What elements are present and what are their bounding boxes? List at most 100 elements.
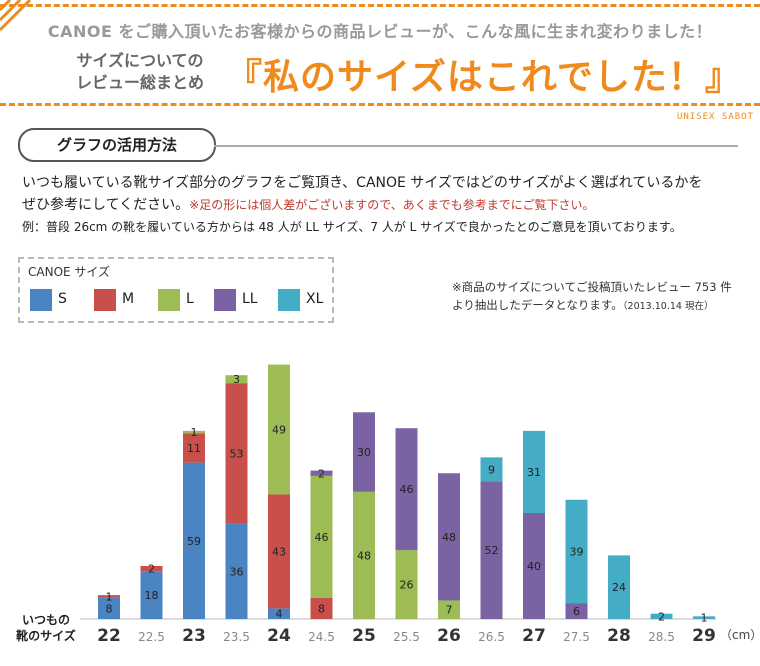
bar-23.5-s — [225, 523, 248, 619]
legend-swatch-xl — [278, 289, 300, 311]
example-text: 例：普段 26cm の靴を履いている方からは 48 人が LL サイズ、7 人が… — [22, 220, 682, 234]
bar-26-l — [438, 600, 460, 619]
heading-rule — [214, 145, 738, 147]
data-label-27.5-xl: 39 — [570, 545, 584, 558]
tick-label-24: 24 — [267, 626, 291, 646]
unit-label: （cm） — [720, 628, 760, 642]
source-line-1: ※商品のサイズについてご投稿頂いたレビュー 753 件 — [452, 280, 732, 294]
data-label-23-s: 59 — [187, 535, 201, 548]
source-line-2: より抽出したデータとなります。（2013.10.14 現在） — [452, 296, 732, 316]
bar-26-ll — [438, 473, 460, 601]
data-label-24.5-l: 46 — [315, 531, 329, 544]
bar-24.5-ll — [310, 470, 333, 476]
tick-label-22: 22 — [97, 626, 121, 646]
bar-24.5-l — [310, 475, 333, 598]
bar-23-s — [183, 462, 205, 619]
tick-label-23.5: 23.5 — [223, 630, 250, 644]
brand-label: UNISEX SABOT — [676, 112, 754, 122]
bar-26.5-xl — [480, 457, 503, 482]
tick-label-28: 28 — [607, 626, 631, 646]
catchphrase: 『私のサイズはこれでした！』 — [226, 57, 742, 98]
data-label-22-s: 8 — [106, 602, 113, 615]
guide-line-2-text: ぜひ参考にしてください。 — [22, 197, 190, 213]
guide-heading: グラフの活用方法 — [18, 128, 216, 162]
tick-label-22.5: 22.5 — [138, 630, 165, 644]
summary-line-2: レビュー総まとめ — [75, 73, 204, 92]
bar-22.5-m — [140, 566, 163, 572]
bar-22.5-s — [140, 571, 163, 619]
bar-23-m — [183, 433, 205, 463]
x-axis-caption: いつもの 靴のサイズ — [6, 612, 86, 644]
data-label-23-l: 1 — [191, 426, 198, 439]
bar-22-m — [98, 595, 120, 598]
tick-label-26.5: 26.5 — [478, 630, 505, 644]
legend-title: CANOE サイズ — [28, 265, 111, 279]
data-label-22.5-s: 18 — [145, 589, 159, 602]
bar-24-s — [268, 608, 290, 619]
data-label-29-xl: 1 — [701, 612, 708, 625]
bar-24-l — [268, 364, 290, 495]
bar-25.5-l — [395, 550, 418, 619]
legend-label-l: L — [186, 291, 194, 307]
data-label-26.5-xl: 9 — [488, 463, 495, 476]
data-label-22.5-m: 2 — [148, 563, 155, 576]
header-banner: CANOE をご購入頂いたお客様からの商品レビューが、こんな風に生まれ変わりまし… — [0, 0, 760, 120]
data-label-24.5-m: 8 — [318, 602, 325, 615]
data-label-26-ll: 48 — [442, 531, 456, 544]
stacked-bar-chart: 812218222.559111233653323.54434924846224… — [80, 364, 716, 646]
data-label-23-m: 11 — [187, 442, 201, 455]
data-label-24-l: 49 — [272, 424, 286, 437]
summary-label: サイズについての レビュー総まとめ — [60, 50, 220, 94]
legend-swatch-m — [94, 289, 116, 311]
tick-label-25.5: 25.5 — [393, 630, 420, 644]
legend-label-xl: XL — [306, 291, 324, 307]
data-label-27.5-ll: 6 — [573, 605, 580, 618]
legend-label-ll: LL — [242, 291, 258, 307]
data-label-22-m: 1 — [106, 590, 113, 603]
tick-label-28.5: 28.5 — [648, 630, 675, 644]
source-note: ※商品のサイズについてご投稿頂いたレビュー 753 件 より抽出したデータとなり… — [452, 278, 732, 316]
legend-label-m: M — [122, 291, 135, 307]
tick-label-29: 29 — [692, 626, 716, 646]
data-label-25.5-ll: 46 — [400, 483, 414, 496]
tick-label-26: 26 — [437, 626, 461, 646]
bottom-dashed-border — [0, 103, 760, 106]
data-label-27-ll: 40 — [527, 560, 541, 573]
guide-line-2: ぜひ参考にしてください。※足の形には個人差がございますので、あくまでも参考までに… — [22, 194, 740, 216]
bar-25-l — [353, 491, 375, 619]
data-label-26-l: 7 — [446, 604, 453, 617]
bar-28.5-xl — [650, 613, 673, 619]
bar-25-ll — [353, 412, 375, 492]
legend-swatch-s — [30, 289, 52, 311]
bar-24.5-m — [310, 597, 333, 619]
bar-23-l — [183, 430, 205, 434]
bar-23.5-l — [225, 375, 248, 384]
bar-22-s — [98, 597, 120, 619]
legend-swatch-l — [158, 289, 180, 311]
tick-label-25: 25 — [352, 626, 376, 646]
tick-label-27.5: 27.5 — [563, 630, 590, 644]
top-dashed-border — [0, 4, 760, 7]
legend-swatch-ll — [214, 289, 236, 311]
data-label-23.5-s: 36 — [230, 565, 244, 578]
data-label-23.5-m: 53 — [230, 447, 244, 460]
bar-25.5-ll — [395, 428, 418, 551]
chart-legend: CANOE サイズ S M L LL XL — [18, 257, 334, 323]
data-label-25.5-l: 26 — [400, 579, 414, 592]
data-label-25-l: 48 — [357, 549, 371, 562]
guide-line-1: いつも履いている靴サイズ部分のグラフをご覧頂き、CANOE サイズではどのサイズ… — [22, 175, 703, 191]
data-label-24-s: 4 — [276, 608, 283, 621]
bar-23.5-m — [225, 383, 248, 524]
disclaimer-note: ※足の形には個人差がございますので、あくまでも参考までにご覧下さい。 — [189, 198, 595, 212]
data-label-25-ll: 30 — [357, 446, 371, 459]
bar-27-ll — [523, 513, 545, 619]
data-label-28-xl: 24 — [612, 581, 626, 594]
bar-24-m — [268, 494, 290, 609]
bar-27.5-xl — [565, 499, 588, 604]
legend-label-s: S — [58, 291, 67, 307]
bar-27-xl — [523, 430, 545, 513]
bar-26.5-ll — [480, 481, 503, 619]
guide-description: いつも履いている靴サイズ部分のグラフをご覧頂き、CANOE サイズではどのサイズ… — [22, 172, 740, 216]
source-date: （2013.10.14 現在） — [622, 301, 714, 312]
summary-line-1: サイズについての — [76, 51, 204, 70]
